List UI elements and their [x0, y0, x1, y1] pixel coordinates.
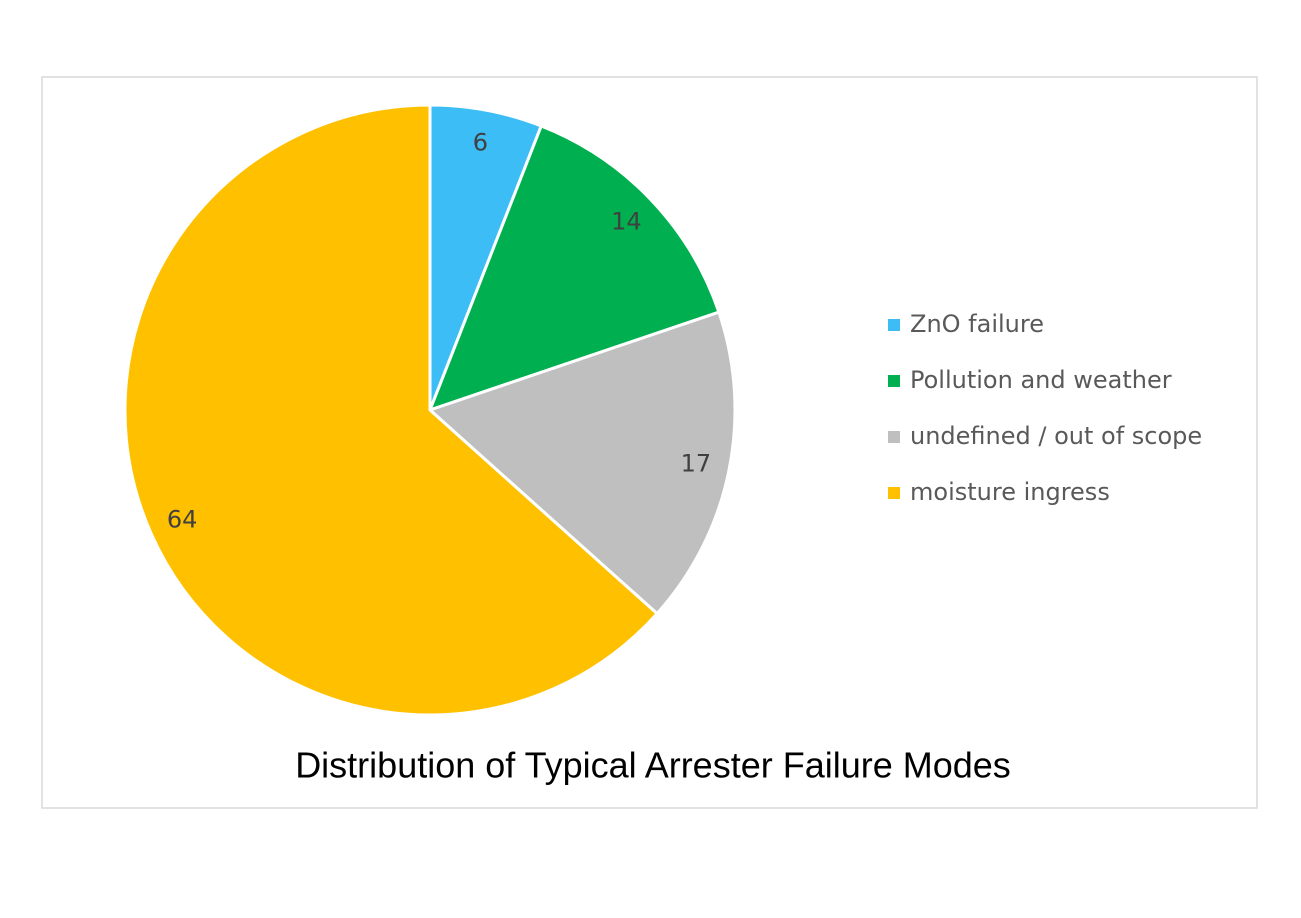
legend-swatch: [888, 487, 900, 499]
legend-label: Pollution and weather: [910, 366, 1172, 394]
legend-swatch: [888, 431, 900, 443]
legend-label: undefined / out of scope: [910, 422, 1202, 450]
legend-label: ZnO failure: [910, 310, 1044, 338]
legend-swatch: [888, 319, 900, 331]
legend-label: moisture ingress: [910, 478, 1110, 506]
pie-slice: [123, 103, 660, 717]
data-label: 64: [167, 506, 198, 534]
pie-slice: [427, 310, 737, 616]
legend-swatch: [888, 375, 900, 387]
data-label: 17: [681, 450, 712, 478]
chart-title: Distribution of Typical Arrester Failure…: [295, 745, 1011, 786]
pie-slice: [427, 124, 721, 413]
data-label: 14: [611, 208, 642, 236]
data-label: 6: [473, 128, 488, 156]
